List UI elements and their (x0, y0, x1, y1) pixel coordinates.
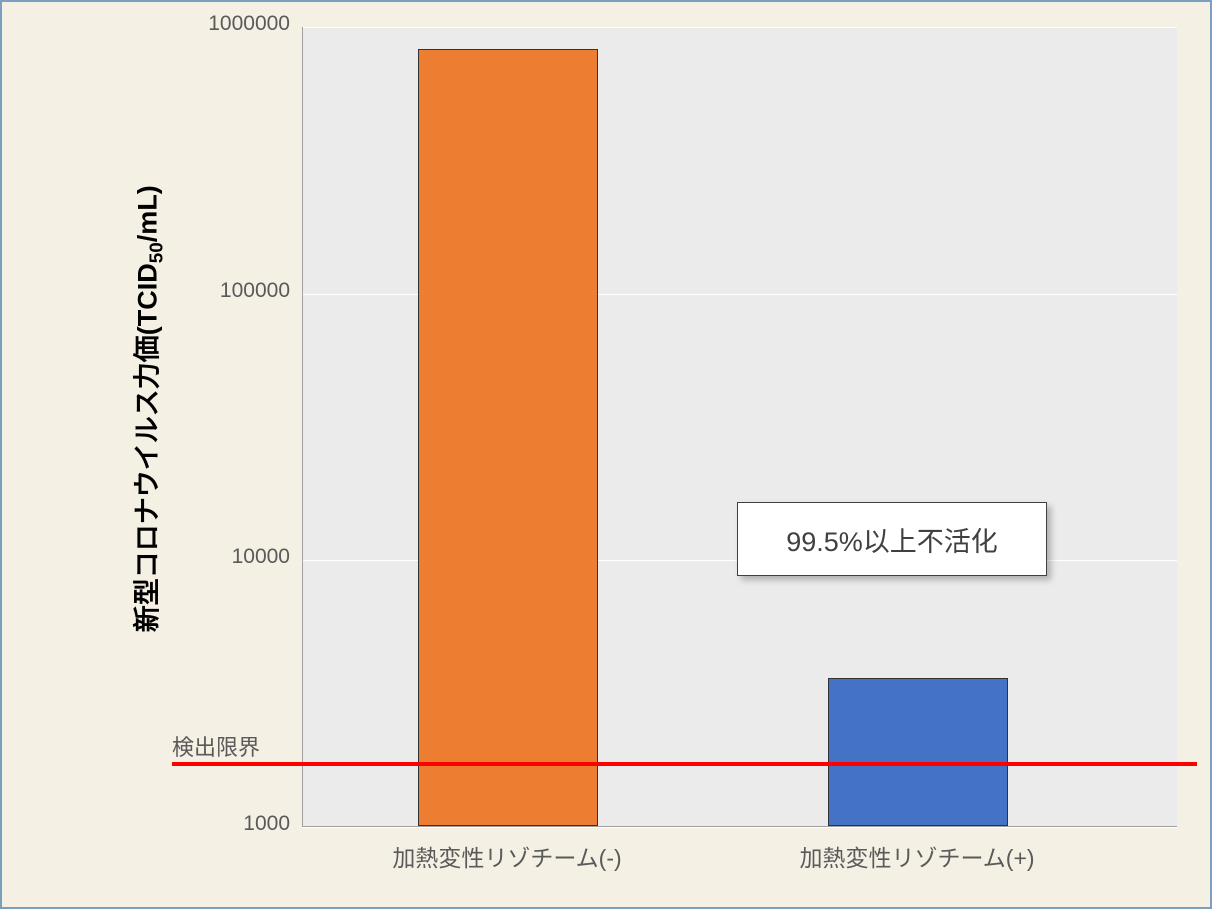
y-tick-label: 100000 (2, 279, 290, 303)
gridline-h (303, 27, 1177, 28)
x-tick-label: 加熱変性リゾチーム(-) (307, 839, 707, 873)
callout-box: 99.5%以上不活化 (737, 502, 1047, 576)
detection-limit-label: 検出限界 (172, 730, 260, 762)
y-tick-label: 1000 (2, 812, 290, 836)
gridline-h (303, 827, 1177, 828)
callout-text: 99.5%以上不活化 (786, 520, 998, 559)
detection-limit-line (172, 762, 1197, 766)
y-axis-label-sub: 50 (147, 242, 168, 263)
x-tick-label: 加熱変性リゾチーム(+) (717, 839, 1117, 873)
plot-area (302, 27, 1177, 827)
y-axis-label-p3: /mL) (132, 185, 162, 242)
y-tick-label: 1000000 (2, 12, 290, 36)
bar (418, 49, 598, 826)
y-axis-label: 新型コロナウイルス力価(TCID50/mL) (125, 129, 168, 689)
y-tick-label: 10000 (2, 545, 290, 569)
bar (828, 678, 1008, 826)
y-axis-label-p1: 新型コロナウイルス力価(TCID (132, 263, 162, 632)
chart-container: 新型コロナウイルス力価(TCID50/mL) 検出限界 99.5%以上不活化 1… (0, 0, 1212, 909)
